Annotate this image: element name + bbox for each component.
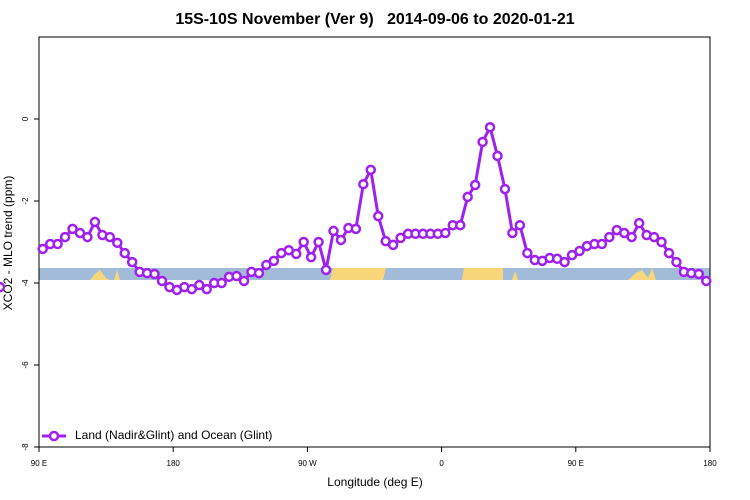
x-axis-label: Longitude (deg E)	[327, 475, 422, 489]
data-point	[59, 231, 71, 243]
land-band	[114, 270, 120, 280]
data-point	[469, 179, 481, 191]
x-tick-label: 180	[703, 459, 717, 468]
data-point	[365, 164, 377, 176]
data-point	[619, 227, 630, 239]
data-point	[559, 256, 570, 268]
series-line	[41, 122, 708, 292]
data-point	[462, 191, 473, 203]
data-point	[566, 249, 578, 261]
data-point	[119, 247, 130, 259]
land-band	[462, 268, 503, 280]
legend-label: Land (Nadir&Glint) and Ocean (Glint)	[75, 428, 272, 442]
data-point	[395, 232, 406, 244]
surface-band	[39, 268, 710, 280]
x-tick-label: 90 W	[298, 459, 317, 468]
data-point	[387, 239, 399, 251]
plot-frame	[38, 36, 711, 448]
y-tick-label: -4	[21, 279, 30, 287]
data-point	[335, 234, 347, 246]
data-point	[484, 121, 496, 133]
data-point	[104, 231, 116, 243]
data-point	[701, 275, 712, 287]
data-point	[290, 248, 302, 260]
data-point	[372, 210, 384, 222]
data-point	[268, 255, 280, 267]
data-point	[52, 238, 63, 250]
data-point	[320, 264, 332, 276]
data-point	[648, 231, 660, 243]
data-point	[477, 136, 488, 148]
legend-marker	[48, 430, 60, 442]
data-point	[328, 225, 339, 237]
x-tick-label: 180	[167, 459, 181, 468]
data-point	[305, 251, 317, 263]
data-point	[149, 268, 160, 280]
x-tick-label: 90 E	[31, 459, 47, 468]
land-band	[330, 268, 386, 280]
data-point	[514, 219, 526, 231]
data-point	[37, 243, 48, 255]
data-point	[74, 227, 86, 239]
data-point	[0, 281, 6, 293]
data-point	[253, 267, 265, 279]
data-point	[186, 283, 198, 295]
data-point	[656, 236, 667, 248]
data-point	[358, 178, 369, 190]
data-point	[454, 219, 466, 231]
land-band	[512, 271, 518, 280]
data-point	[693, 268, 705, 280]
land-band	[628, 268, 656, 280]
x-tick-label: 90 E	[568, 459, 584, 468]
data-point	[231, 270, 242, 282]
y-axis-label: XCO2 - MLO trend (ppm)	[1, 176, 15, 311]
data-point	[261, 259, 272, 271]
data-point	[604, 231, 615, 243]
data-point	[313, 236, 324, 248]
chart-title: 15S-10S November (Ver 9) 2014-09-06 to 2…	[175, 11, 574, 28]
data-point	[194, 279, 205, 291]
data-point	[522, 247, 533, 259]
y-tick-label: 0	[21, 116, 30, 121]
data-point	[633, 217, 645, 229]
data-point	[671, 256, 682, 268]
data-point	[663, 247, 675, 259]
x-tick-label: 0	[439, 459, 444, 468]
data-point	[350, 223, 362, 235]
data-point	[89, 216, 101, 228]
data-point	[126, 256, 138, 268]
data-point	[82, 231, 93, 243]
y-tick-label: -6	[21, 361, 30, 369]
data-point	[201, 283, 212, 295]
data-point	[440, 227, 451, 239]
data-point	[216, 277, 227, 289]
data-point	[507, 227, 518, 239]
data-point	[298, 236, 309, 248]
data-point	[67, 223, 78, 235]
y-tick-label: -8	[21, 443, 30, 451]
data-point	[626, 231, 637, 243]
y-tick-label: -2	[21, 197, 30, 205]
land-band	[90, 270, 110, 280]
data-point	[574, 245, 585, 257]
data-point	[492, 150, 503, 162]
data-point	[112, 237, 123, 249]
data-point	[238, 275, 250, 287]
data-point	[156, 275, 168, 287]
data-point	[499, 183, 511, 195]
data-point	[596, 238, 608, 250]
